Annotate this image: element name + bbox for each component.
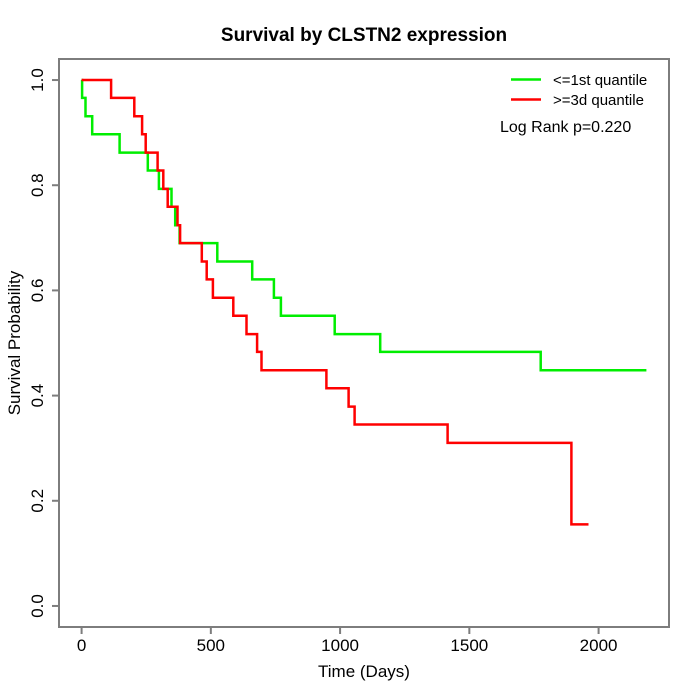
legend-label-low-expression: <=1st quantile bbox=[553, 72, 647, 89]
x-tick-label: 0 bbox=[77, 636, 86, 655]
legend-label-high-expression: >=3d quantile bbox=[553, 92, 644, 109]
y-tick-label: 0.0 bbox=[28, 594, 47, 618]
y-tick-label: 0.8 bbox=[28, 173, 47, 197]
logrank-annotation: Log Rank p=0.220 bbox=[500, 119, 631, 136]
y-tick-label: 0.2 bbox=[28, 489, 47, 513]
y-tick-label: 1.0 bbox=[28, 68, 47, 92]
x-tick-label: 500 bbox=[197, 636, 225, 655]
x-axis-title: Time (Days) bbox=[318, 662, 410, 681]
x-tick-label: 2000 bbox=[580, 636, 618, 655]
plot-box bbox=[58, 58, 670, 628]
x-tick-label: 1500 bbox=[450, 636, 488, 655]
km-curve-high-expression bbox=[81, 78, 589, 526]
legend: <=1st quantile >=3d quantile Log Rank p=… bbox=[500, 72, 647, 136]
plot-layer: 0 500 1000 1500 2000 0.0 0.2 0.4 0.6 0.8 1.0 bbox=[28, 58, 670, 655]
x-tick-label: 1000 bbox=[321, 636, 359, 655]
y-tick-label: 0.6 bbox=[28, 279, 47, 303]
y-tick-label: 0.4 bbox=[28, 384, 47, 408]
y-axis-title: Survival Probability bbox=[5, 270, 24, 415]
chart-title: Survival by CLSTN2 expression bbox=[221, 25, 507, 46]
